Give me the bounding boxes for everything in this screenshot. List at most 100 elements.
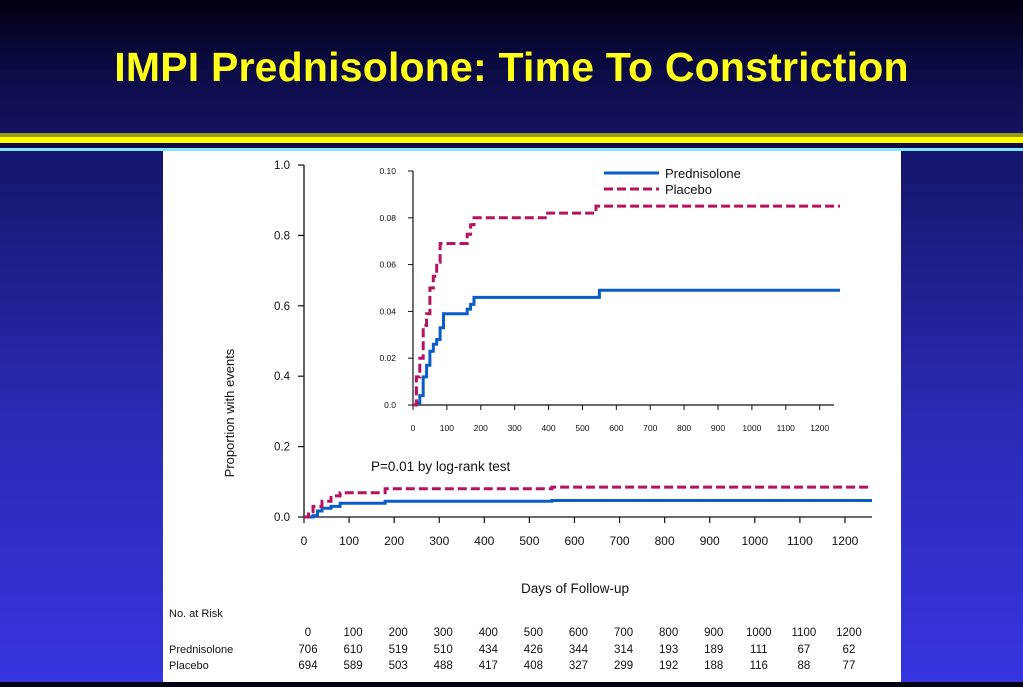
- inset-x-tick-label: 200: [474, 423, 488, 433]
- inset-x-tick-label: 500: [575, 423, 589, 433]
- risk-table-day-header: 1000: [746, 627, 772, 639]
- risk-table-cell: 116: [750, 660, 768, 672]
- risk-table-day-header: 600: [569, 627, 588, 639]
- risk-table-cell: 417: [479, 660, 498, 672]
- inset-x-tick-label: 900: [711, 423, 725, 433]
- main-y-tick-label: 0.8: [274, 230, 290, 242]
- risk-table-cell: 193: [659, 644, 678, 656]
- km-figure: 0.0 0.2 0.4 0.6 0.8 1.0 0 100 200 300 400 500 600 700…: [169, 160, 872, 672]
- main-lines: [304, 485, 872, 519]
- main-axes: 0.0 0.2 0.4 0.6 0.8 1.0 0 100 200 300 400 500 600 700…: [274, 160, 872, 548]
- risk-table-cell: 299: [614, 660, 633, 672]
- inset-y-tick-label: 0.10: [379, 166, 396, 176]
- inset-y-tick-label: 0.04: [379, 306, 396, 316]
- inset-y-tick-label: 0.0: [384, 400, 396, 410]
- risk-table-row-label: Prednisolone: [169, 644, 233, 656]
- inset-x-tick-label: 1100: [777, 423, 796, 433]
- risk-table-day-header: 800: [659, 627, 678, 639]
- risk-table-cell: 610: [343, 644, 362, 656]
- x-axis-label: Days of Follow-up: [521, 581, 629, 596]
- main-x-tick-label: 1100: [787, 534, 813, 548]
- risk-table-cell: 62: [843, 644, 856, 656]
- main-x-tick-label: 0: [301, 534, 308, 548]
- risk-table-day-header: 200: [389, 627, 408, 639]
- risk-table-day-header: 700: [614, 627, 633, 639]
- risk-table-day-header: 1100: [792, 627, 817, 639]
- risk-table-cell: 88: [797, 660, 810, 672]
- inset-y-tick-label: 0.08: [379, 213, 396, 223]
- inset-axes: 0.0 0.02 0.04 0.06 0.08 0.10 0 100 200 300 400 500 6…: [379, 166, 834, 433]
- inset-series-prednisolone-line: [413, 288, 840, 407]
- risk-table-cell: 589: [343, 660, 362, 672]
- main-series-placebo-line: [304, 485, 872, 519]
- main-x-tick-label: 600: [564, 534, 584, 548]
- inset-x-tick-label: 800: [677, 423, 691, 433]
- risk-table-day-header: 400: [479, 627, 498, 639]
- risk-table-label: No. at Risk: [169, 608, 223, 620]
- main-x-tick-label: 400: [474, 534, 494, 548]
- main-x-tick-label: 700: [610, 534, 630, 548]
- main-x-tick-label: 1200: [832, 534, 859, 548]
- risk-table-day-header: 0: [305, 627, 311, 639]
- main-x-tick-label: 500: [519, 534, 539, 548]
- title-rule-dark: [0, 143, 1023, 148]
- risk-table-cell: 434: [479, 644, 499, 656]
- main-x-tick-label: 200: [384, 534, 404, 548]
- risk-table-day-header: 1200: [836, 627, 862, 639]
- risk-table-cell: 519: [389, 644, 408, 656]
- main-x-tick-label: 900: [700, 534, 720, 548]
- risk-table-cell: 314: [614, 644, 634, 656]
- inset-x-tick-label: 100: [440, 423, 454, 433]
- legend-label-placebo: Placebo: [665, 182, 712, 197]
- inset-x-tick-label: 0: [411, 423, 416, 433]
- inset-x-tick-label: 1000: [742, 423, 761, 433]
- risk-table-cell: 188: [704, 660, 723, 672]
- risk-table-cell: 111: [750, 644, 767, 656]
- main-series-prednisolone-line: [304, 499, 872, 519]
- risk-table-row-label: Placebo: [169, 660, 209, 672]
- inset-x-tick-label: 700: [643, 423, 657, 433]
- risk-table-cell: 503: [389, 660, 408, 672]
- risk-table-day-header: 300: [434, 627, 453, 639]
- risk-table-day-header: 900: [704, 627, 723, 639]
- risk-table-cell: 426: [524, 644, 543, 656]
- risk-table: No. at Risk 0 100 200 300 400 500 600 700 800 900 1…: [169, 608, 862, 672]
- title-rule-cyan: [0, 148, 1023, 151]
- risk-table-cell: 488: [434, 660, 453, 672]
- inset-x-tick-label: 1200: [810, 423, 829, 433]
- figure-panel: 0.0 0.2 0.4 0.6 0.8 1.0 0 100 200 300 400 500 600 700…: [163, 151, 901, 682]
- main-y-tick-label: 0.6: [274, 301, 290, 313]
- inset-y-tick-label: 0.06: [379, 260, 396, 270]
- risk-table-cell: 327: [569, 660, 588, 672]
- main-x-tick-label: 300: [429, 534, 449, 548]
- risk-table-cell: 77: [843, 660, 856, 672]
- inset-y-tick-label: 0.02: [379, 353, 396, 363]
- risk-table-day-header: 500: [524, 627, 543, 639]
- inset-series-placebo-line: [413, 204, 840, 407]
- risk-table-cell: 189: [704, 644, 723, 656]
- main-y-tick-label: 0.4: [274, 371, 291, 383]
- main-x-tick-label: 100: [339, 534, 359, 548]
- main-y-tick-label: 0.0: [274, 512, 290, 524]
- risk-table-cell: 344: [569, 644, 589, 656]
- risk-table-cell: 706: [298, 644, 317, 656]
- risk-table-cell: 694: [298, 660, 318, 672]
- inset-lines: [413, 204, 840, 407]
- risk-table-day-header: 100: [343, 627, 362, 639]
- risk-table-cell: 192: [659, 660, 678, 672]
- title-rule-yellow: [0, 137, 1023, 143]
- inset-x-tick-label: 400: [541, 423, 555, 433]
- main-x-tick-label: 800: [655, 534, 675, 548]
- legend-label-prednisolone: Prednisolone: [665, 166, 741, 181]
- main-y-tick-label: 0.2: [274, 442, 290, 454]
- risk-table-cell: 67: [797, 644, 810, 656]
- risk-table-cell: 510: [434, 644, 453, 656]
- title-rule-olive: [0, 133, 1023, 137]
- slide-title: IMPI Prednisolone: Time To Constriction: [114, 44, 909, 90]
- main-x-tick-label: 1000: [741, 534, 768, 548]
- inset-x-tick-label: 300: [508, 423, 522, 433]
- p-value-annotation: P=0.01 by log-rank test: [371, 459, 510, 474]
- risk-table-cell: 408: [524, 660, 543, 672]
- inset-x-tick-label: 600: [609, 423, 623, 433]
